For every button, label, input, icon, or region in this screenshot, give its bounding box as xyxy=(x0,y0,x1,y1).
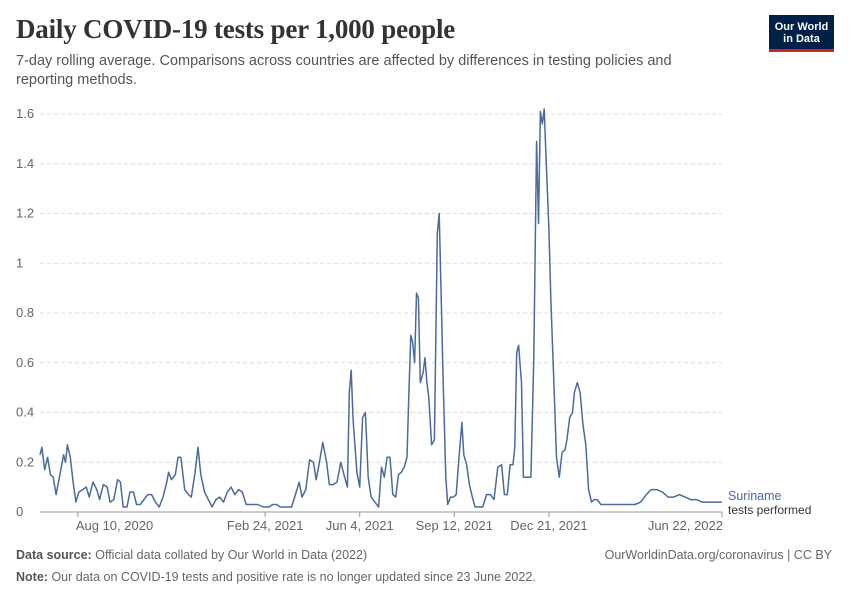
y-tick-label: 0.2 xyxy=(16,454,34,469)
data-source: Data source: Official data collated by O… xyxy=(16,548,367,562)
note-text: Our data on COVID-19 tests and positive … xyxy=(51,570,536,584)
series-line-suriname xyxy=(39,108,722,508)
chart-note: Note: Our data on COVID-19 tests and pos… xyxy=(16,570,536,584)
y-tick-label: 1.4 xyxy=(16,156,34,171)
data-source-label: Data source: xyxy=(16,548,92,562)
y-tick-label: 1.6 xyxy=(16,106,34,121)
chart-title: Daily COVID-19 tests per 1,000 people xyxy=(16,14,456,44)
note-label: Note: xyxy=(16,570,48,584)
x-tick-label: Dec 21, 2021 xyxy=(510,518,587,533)
y-tick-label: 0 xyxy=(16,504,23,519)
y-tick-label: 0.4 xyxy=(16,405,34,420)
x-tick-label: Aug 10, 2020 xyxy=(76,518,153,533)
y-tick-label: 0.8 xyxy=(16,305,34,320)
y-tick-label: 1 xyxy=(16,255,23,270)
series-label-sub: tests performed xyxy=(728,503,811,517)
logo-line-2: in Data xyxy=(783,33,820,45)
chart-subtitle: 7-day rolling average. Comparisons acros… xyxy=(16,53,672,88)
series-label-name: Suriname xyxy=(728,489,782,503)
x-tick-label: Sep 12, 2021 xyxy=(416,518,493,533)
logo-line-1: Our World xyxy=(774,21,829,33)
owid-logo[interactable]: Our World in Data xyxy=(769,15,834,52)
x-tick-label: Jun 4, 2021 xyxy=(326,518,394,533)
data-source-text: Official data collated by Our World in D… xyxy=(95,548,368,562)
y-tick-label: 0.6 xyxy=(16,355,34,370)
y-tick-label: 1.2 xyxy=(16,206,34,221)
x-tick-label: Jun 22, 2022 xyxy=(648,518,723,533)
x-tick-label: Feb 24, 2021 xyxy=(227,518,304,533)
source-link[interactable]: OurWorldinData.org/coronavirus | CC BY xyxy=(604,548,832,562)
